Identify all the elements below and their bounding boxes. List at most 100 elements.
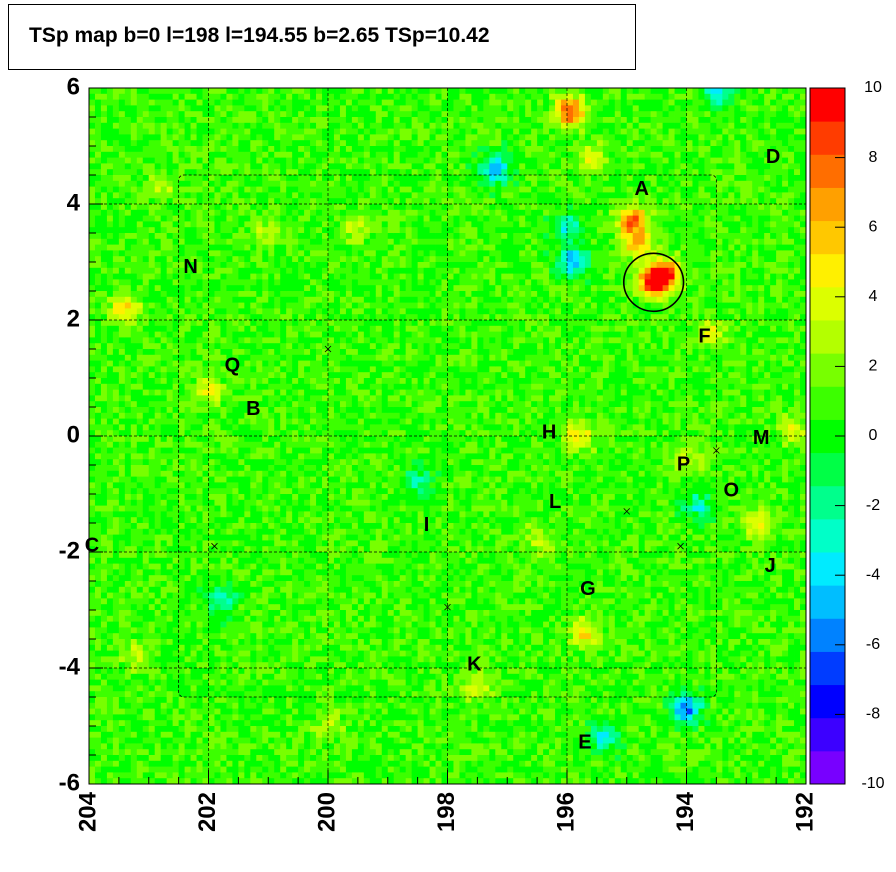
heat-cell: [208, 586, 215, 593]
heat-cell: [298, 186, 305, 193]
heat-cell: [333, 360, 341, 367]
heat-cell: [208, 511, 215, 518]
heat-cell: [226, 453, 233, 460]
heat-cell: [100, 111, 108, 118]
heat-cell: [94, 615, 102, 622]
heat-cell: [316, 395, 323, 402]
heat-cell: [118, 111, 126, 118]
heat-cell: [89, 204, 96, 211]
heat-cell: [298, 720, 305, 727]
heat-cell: [232, 482, 239, 489]
heat-cell: [274, 615, 281, 622]
heat-cell: [238, 262, 245, 269]
heat-cell: [166, 627, 174, 634]
heat-cell: [274, 395, 281, 402]
heat-cell: [268, 349, 275, 356]
heat-cell: [256, 337, 263, 344]
heat-cell: [148, 238, 156, 245]
heat-cell: [328, 610, 335, 617]
heat-cell: [136, 708, 144, 715]
heat-cell: [232, 523, 239, 530]
heat-cell: [220, 470, 227, 477]
heat-cell: [118, 441, 126, 448]
heat-cell: [214, 465, 221, 472]
heat-cell: [244, 586, 251, 593]
heat-cell: [172, 697, 180, 704]
heat-cell: [112, 244, 120, 251]
heat-cell: [112, 482, 120, 489]
heat-cell: [100, 175, 108, 182]
heat-cell: [124, 679, 132, 686]
heat-cell: [232, 511, 239, 518]
heat-cell: [268, 720, 275, 727]
heat-cell: [154, 204, 162, 211]
heat-cell: [124, 604, 132, 611]
heat-cell: [304, 505, 311, 512]
heat-cell: [160, 447, 168, 454]
heat-cell: [202, 575, 209, 582]
heat-cell: [298, 685, 305, 692]
heat-cell: [262, 465, 269, 472]
heat-cell: [286, 314, 293, 321]
heat-cell: [298, 215, 305, 222]
heat-cell: [292, 285, 299, 292]
heat-cell: [124, 528, 132, 535]
heat-cell: [178, 198, 185, 205]
heat-cell: [298, 517, 305, 524]
heat-cell: [280, 731, 287, 738]
heat-cell: [250, 267, 257, 274]
heat-cell: [244, 395, 251, 402]
heat-cell: [124, 494, 132, 501]
heat-cell: [292, 134, 299, 141]
heat-cell: [89, 412, 96, 419]
heat-cell: [89, 436, 96, 443]
heat-cell: [214, 534, 221, 541]
heat-cell: [184, 238, 191, 245]
heat-cell: [292, 383, 299, 390]
heat-cell: [112, 285, 120, 292]
heat-cell: [196, 633, 203, 640]
heat-cell: [238, 679, 245, 686]
heat-cell: [262, 93, 269, 100]
heat-cell: [160, 697, 168, 704]
heat-cell: [142, 488, 150, 495]
heat-cell: [196, 465, 203, 472]
heat-cell: [118, 598, 126, 605]
heat-cell: [256, 470, 263, 477]
heat-cell: [190, 465, 197, 472]
heat-cell: [244, 267, 251, 274]
heat-cell: [262, 679, 269, 686]
heat-cell: [292, 679, 299, 686]
heat-cell: [100, 157, 108, 164]
heat-cell: [100, 331, 108, 338]
heat-cell: [220, 557, 227, 564]
heat-cell: [214, 250, 221, 257]
heat-cell: [178, 534, 185, 541]
heat-cell: [124, 175, 132, 182]
heat-cell: [100, 476, 108, 483]
heat-cell: [208, 279, 215, 286]
heat-cell: [226, 354, 233, 361]
heat-cell: [316, 192, 323, 199]
heat-cell: [268, 737, 275, 744]
heat-cell: [322, 557, 329, 564]
heat-cell: [118, 575, 126, 582]
heat-cell: [238, 569, 245, 576]
heat-cell: [112, 447, 120, 454]
heat-cell: [196, 650, 203, 657]
heat-cell: [238, 244, 245, 251]
heat-cell: [286, 424, 293, 431]
heat-cell: [322, 534, 329, 541]
heat-cell: [154, 650, 162, 657]
heat-cell: [148, 453, 156, 460]
heat-cell: [94, 360, 102, 367]
heat-cell: [190, 447, 197, 454]
heat-cell: [298, 511, 305, 518]
heat-cell: [322, 523, 329, 530]
heat-cell: [256, 720, 263, 727]
heat-cell: [268, 778, 275, 785]
heat-cell: [304, 679, 311, 686]
heat-cell: [328, 755, 335, 762]
heat-cell: [232, 267, 239, 274]
heat-cell: [333, 325, 341, 332]
